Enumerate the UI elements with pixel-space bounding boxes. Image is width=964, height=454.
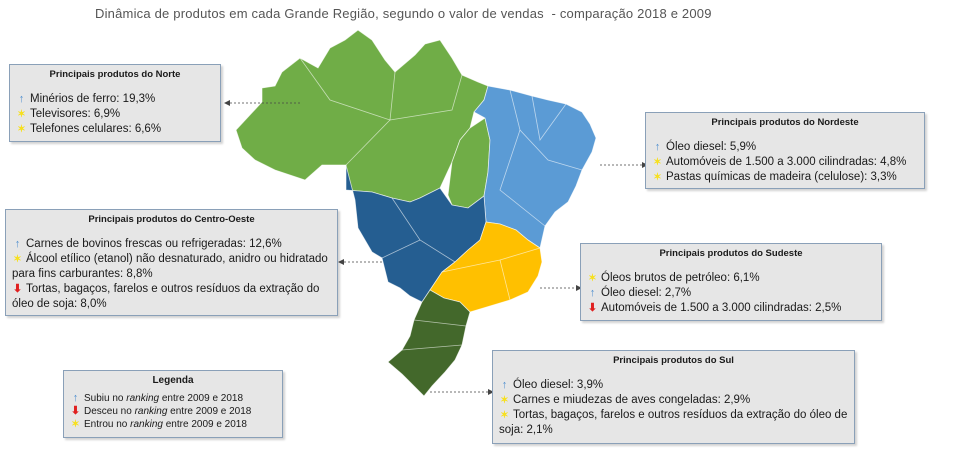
product-item: ↑ Óleo diesel: 5,9%	[646, 140, 924, 155]
down-arrow-icon: ⬇	[12, 283, 23, 295]
region-title: Principais produtos do Norte	[49, 69, 181, 80]
region-title: Principais produtos do Centro-Oeste	[88, 214, 255, 225]
region-box-sudeste: Principais produtos do Sudeste ✶ Óleos br…	[580, 243, 882, 321]
new-star-icon: ✶	[653, 172, 662, 183]
up-arrow-icon: ↑	[14, 238, 21, 250]
legend-text: Subiu no	[84, 393, 127, 404]
legend-emphasis: ranking	[134, 406, 168, 417]
product-item: ✶ Tortas, bagaços, farelos e outros resíd…	[493, 408, 854, 438]
product-text: Pastas químicas de madeira (celulose): 3…	[666, 171, 897, 183]
product-list: ↑ Minérios de ferro: 19,3% ✶ Televisores: 6…	[10, 92, 220, 137]
product-text: Óleo diesel: 2,7%	[601, 287, 692, 299]
up-arrow-icon: ↑	[654, 141, 661, 153]
up-arrow-icon: ↑	[72, 392, 79, 404]
up-arrow-icon: ↑	[589, 287, 596, 299]
product-list: ↑ Óleo diesel: 5,9% ✶ Automóveis de 1.500 a…	[646, 140, 924, 185]
product-item: ↑ Óleo diesel: 2,7%	[581, 286, 881, 301]
region-box-sul: Principais produtos do Sul ↑ Óleo diesel:…	[492, 350, 855, 444]
product-text: Telefones celulares: 6,6%	[30, 123, 162, 135]
product-text: Automóveis de 1.500 a 3.000 cilindradas:…	[666, 156, 907, 168]
product-item: ✶ Álcool etílico (etanol) não desnaturado…	[6, 252, 337, 282]
product-item: ✶ Automóveis de 1.500 a 3.000 cilindradas…	[646, 155, 924, 170]
product-list: ✶ Óleos brutos de petróleo: 6,1% ↑ Óleo die…	[581, 271, 881, 316]
new-star-icon: ✶	[71, 419, 80, 430]
product-text: Carnes e miudezas de aves congeladas: 2,…	[513, 394, 751, 406]
new-star-icon: ✶	[500, 410, 509, 421]
product-item: ⬇ Automóveis de 1.500 a 3.000 cilindradas…	[581, 301, 881, 316]
region-sul[interactable]	[387, 289, 471, 397]
product-item: ✶ Telefones celulares: 6,6%	[10, 122, 220, 137]
product-text: Óleos brutos de petróleo: 6,1%	[601, 272, 760, 284]
new-star-icon: ✶	[588, 273, 597, 284]
region-box-nordeste: Principais produtos do Nordeste ↑ Óleo di…	[645, 112, 925, 189]
product-text: Automóveis de 1.500 a 3.000 cilindradas:…	[601, 302, 842, 314]
legend-text: entre 2009 e 2018	[162, 419, 247, 430]
legend-text: entre 2009 e 2018	[159, 393, 244, 404]
new-star-icon: ✶	[500, 395, 509, 406]
new-star-icon: ✶	[653, 157, 662, 168]
product-text: Óleo diesel: 5,9%	[666, 141, 757, 153]
down-arrow-icon: ⬇	[587, 302, 598, 314]
legend-box: Legenda ↑ Subiu no ranking entre 2009 e 2…	[63, 370, 283, 438]
product-text: Carnes de bovinos frescas ou refrigerada…	[26, 238, 282, 250]
legend-emphasis: ranking	[126, 393, 160, 404]
legend-item: ↑ Subiu no ranking entre 2009 e 2018	[64, 392, 282, 405]
legend-item: ⬇ Desceu no ranking entre 2009 e 2018	[64, 405, 282, 418]
product-text: Minérios de ferro: 19,3%	[30, 93, 156, 105]
legend-text: entre 2009 e 2018	[167, 406, 252, 417]
product-text: Televisores: 6,9%	[30, 108, 121, 120]
product-item: ✶ Televisores: 6,9%	[10, 107, 220, 122]
region-box-norte: Principais produtos do Norte ↑ Minérios d…	[9, 64, 221, 142]
product-item: ✶ Pastas químicas de madeira (celulose): …	[646, 170, 924, 185]
product-list: ↑ Óleo diesel: 3,9% ✶ Carnes e miudezas de …	[493, 378, 854, 438]
region-title: Principais produtos do Nordeste	[711, 117, 859, 128]
up-arrow-icon: ↑	[501, 379, 508, 391]
product-item: ↑ Carnes de bovinos frescas ou refrigerad…	[6, 237, 337, 252]
new-star-icon: ✶	[17, 109, 26, 120]
map-title: Dinâmica de produtos em cada Grande Regi…	[95, 6, 712, 21]
new-star-icon: ✶	[13, 254, 22, 265]
legend-text: Desceu no	[84, 406, 135, 417]
product-item: ↑ Minérios de ferro: 19,3%	[10, 92, 220, 107]
down-arrow-icon: ⬇	[70, 405, 81, 417]
region-nordeste[interactable]	[473, 85, 597, 249]
up-arrow-icon: ↑	[18, 93, 25, 105]
new-star-icon: ✶	[17, 124, 26, 135]
product-text: Tortas, bagaços, farelos e outros resídu…	[499, 409, 848, 436]
legend-list: ↑ Subiu no ranking entre 2009 e 2018 ⬇ Desc…	[64, 392, 282, 431]
region-box-centro-oeste: Principais produtos do Centro-Oeste ↑ Car…	[5, 209, 338, 316]
product-item: ⬇ Tortas, bagaços, farelos e outros resíd…	[6, 282, 337, 312]
product-item: ✶ Óleos brutos de petróleo: 6,1%	[581, 271, 881, 286]
product-text: Álcool etílico (etanol) não desnaturado,…	[12, 253, 328, 280]
product-list: ↑ Carnes de bovinos frescas ou refrigerad…	[6, 237, 337, 312]
product-item: ↑ Óleo diesel: 3,9%	[493, 378, 854, 393]
product-text: Tortas, bagaços, farelos e outros resídu…	[12, 283, 320, 310]
product-item: ✶ Carnes e miudezas de aves congeladas: 2…	[493, 393, 854, 408]
legend-title: Legenda	[152, 375, 194, 386]
product-text: Óleo diesel: 3,9%	[513, 379, 604, 391]
legend-text: Entrou no	[84, 419, 131, 430]
region-title: Principais produtos do Sudeste	[659, 248, 803, 259]
region-title: Principais produtos do Sul	[613, 355, 734, 366]
legend-item: ✶ Entrou no ranking entre 2009 e 2018	[64, 418, 282, 431]
legend-emphasis: ranking	[130, 419, 163, 430]
